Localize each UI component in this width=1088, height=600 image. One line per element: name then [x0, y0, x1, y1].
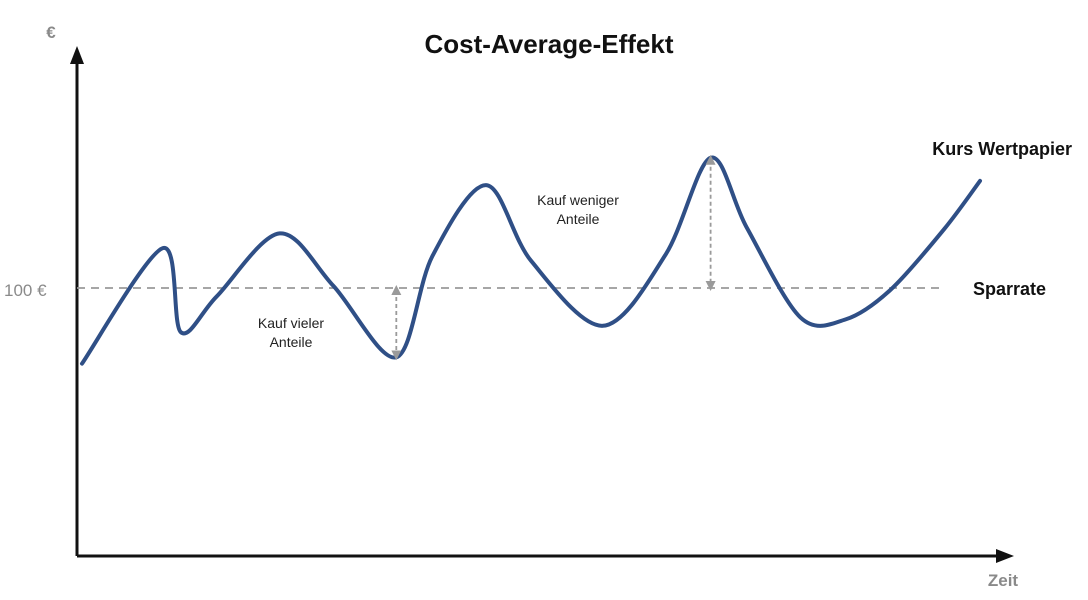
annotation-kauf-weniger-line-2: Anteile [557, 211, 600, 227]
x-axis-label: Zeit [988, 571, 1019, 590]
annotation-kauf-weniger-line-1: Kauf weniger [537, 192, 619, 208]
series-label-kurs-wertpapier: Kurs Wertpapier [932, 139, 1072, 159]
kurs-wertpapier-line [80, 155, 982, 366]
y-axis-unit-label: € [46, 23, 56, 42]
y-tick-label-100: 100 € [4, 281, 47, 300]
chart-title: Cost-Average-Effekt [425, 29, 674, 59]
x-axis-arrowhead [996, 549, 1014, 563]
y-axis-arrowhead [70, 46, 84, 64]
series-label-sparrate: Sparrate [973, 279, 1046, 299]
annotation-kauf-vieler-line-2: Anteile [270, 334, 313, 350]
annotation-kauf-vieler-line-1: Kauf vieler [258, 315, 324, 331]
